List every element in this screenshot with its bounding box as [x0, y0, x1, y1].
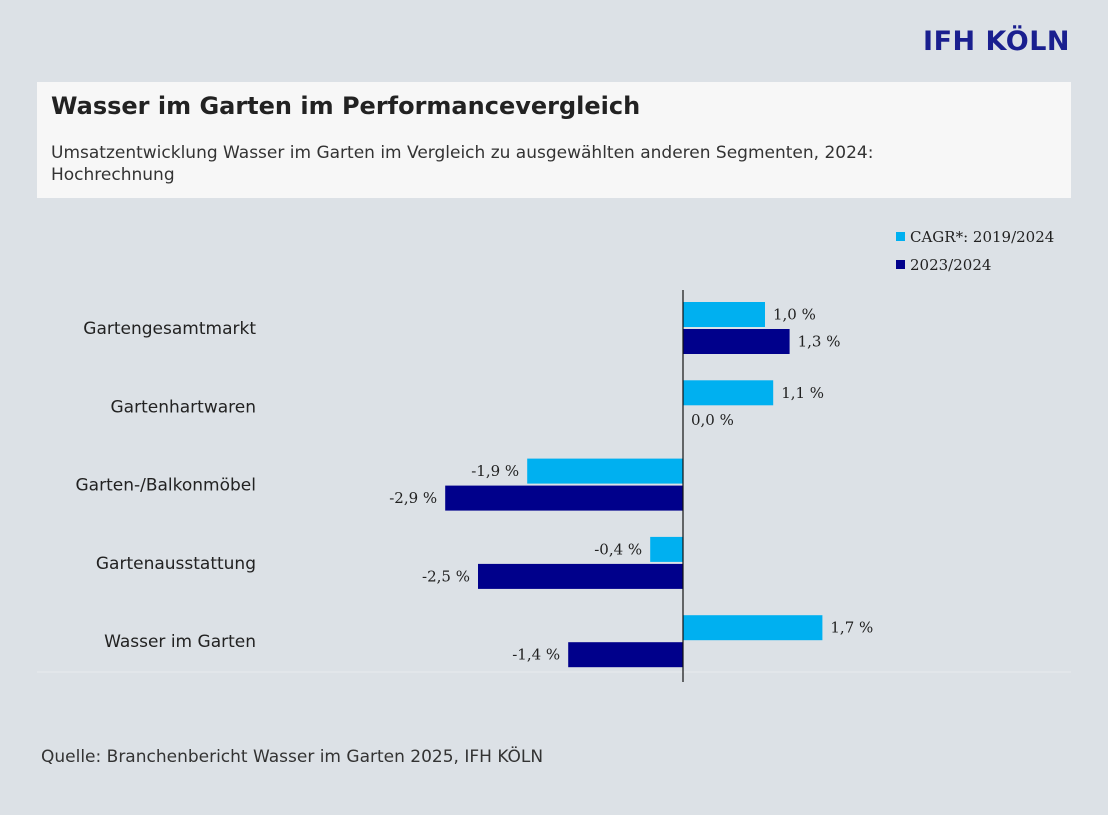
bar-1-2: [683, 329, 790, 354]
legend-swatch-1: [896, 232, 905, 241]
data-label-5-2: -1,4 %: [512, 646, 560, 664]
chart-subtitle: Umsatzentwicklung Wasser im Garten im Ve…: [51, 143, 874, 185]
data-label-3-2: -2,9 %: [389, 489, 437, 507]
data-label-5-1: 1,7 %: [830, 619, 873, 637]
category-label-3: Garten-/Balkonmöbel: [76, 476, 257, 496]
data-label-2-1: 1,1 %: [781, 384, 824, 402]
data-label-4-2: -2,5 %: [422, 567, 470, 585]
bar-5-2: [568, 642, 683, 668]
category-label-5: Wasser im Garten: [104, 632, 256, 652]
bar-2-1: [683, 380, 774, 406]
source-note: Quelle: Branchenbericht Wasser im Garten…: [41, 747, 544, 767]
bar-4-2: [478, 563, 683, 589]
brand-logo: IFH KÖLN: [923, 26, 1070, 57]
data-label-3-1: -1,9 %: [471, 462, 519, 480]
bar-4-1: [650, 536, 683, 562]
bar-5-1: [683, 615, 823, 641]
category-label-1: Gartengesamtmarkt: [83, 319, 256, 339]
category-label-2: Gartenhartwaren: [111, 397, 257, 417]
bar-1-1: [683, 302, 765, 327]
chart-header: Wasser im Garten im Performancevergleich…: [37, 82, 1071, 198]
legend-label-2: 2023/2024: [910, 256, 991, 274]
data-label-1-2: 1,3 %: [798, 333, 841, 351]
chart-title: Wasser im Garten im Performancevergleich: [51, 92, 641, 120]
bar-3-2: [445, 485, 683, 511]
legend-swatch-2: [896, 260, 905, 269]
data-label-4-1: -0,4 %: [594, 540, 642, 558]
data-label-1-1: 1,0 %: [773, 306, 816, 324]
legend-label-1: CAGR*: 2019/2024: [910, 228, 1054, 246]
bar-3-1: [527, 458, 683, 484]
data-label-2-2: 0,0 %: [691, 411, 734, 429]
category-label-4: Gartenausstattung: [96, 554, 256, 574]
bar-chart: CAGR*: 2019/2024 2023/2024 Gartengesamtmar…: [37, 228, 1071, 682]
